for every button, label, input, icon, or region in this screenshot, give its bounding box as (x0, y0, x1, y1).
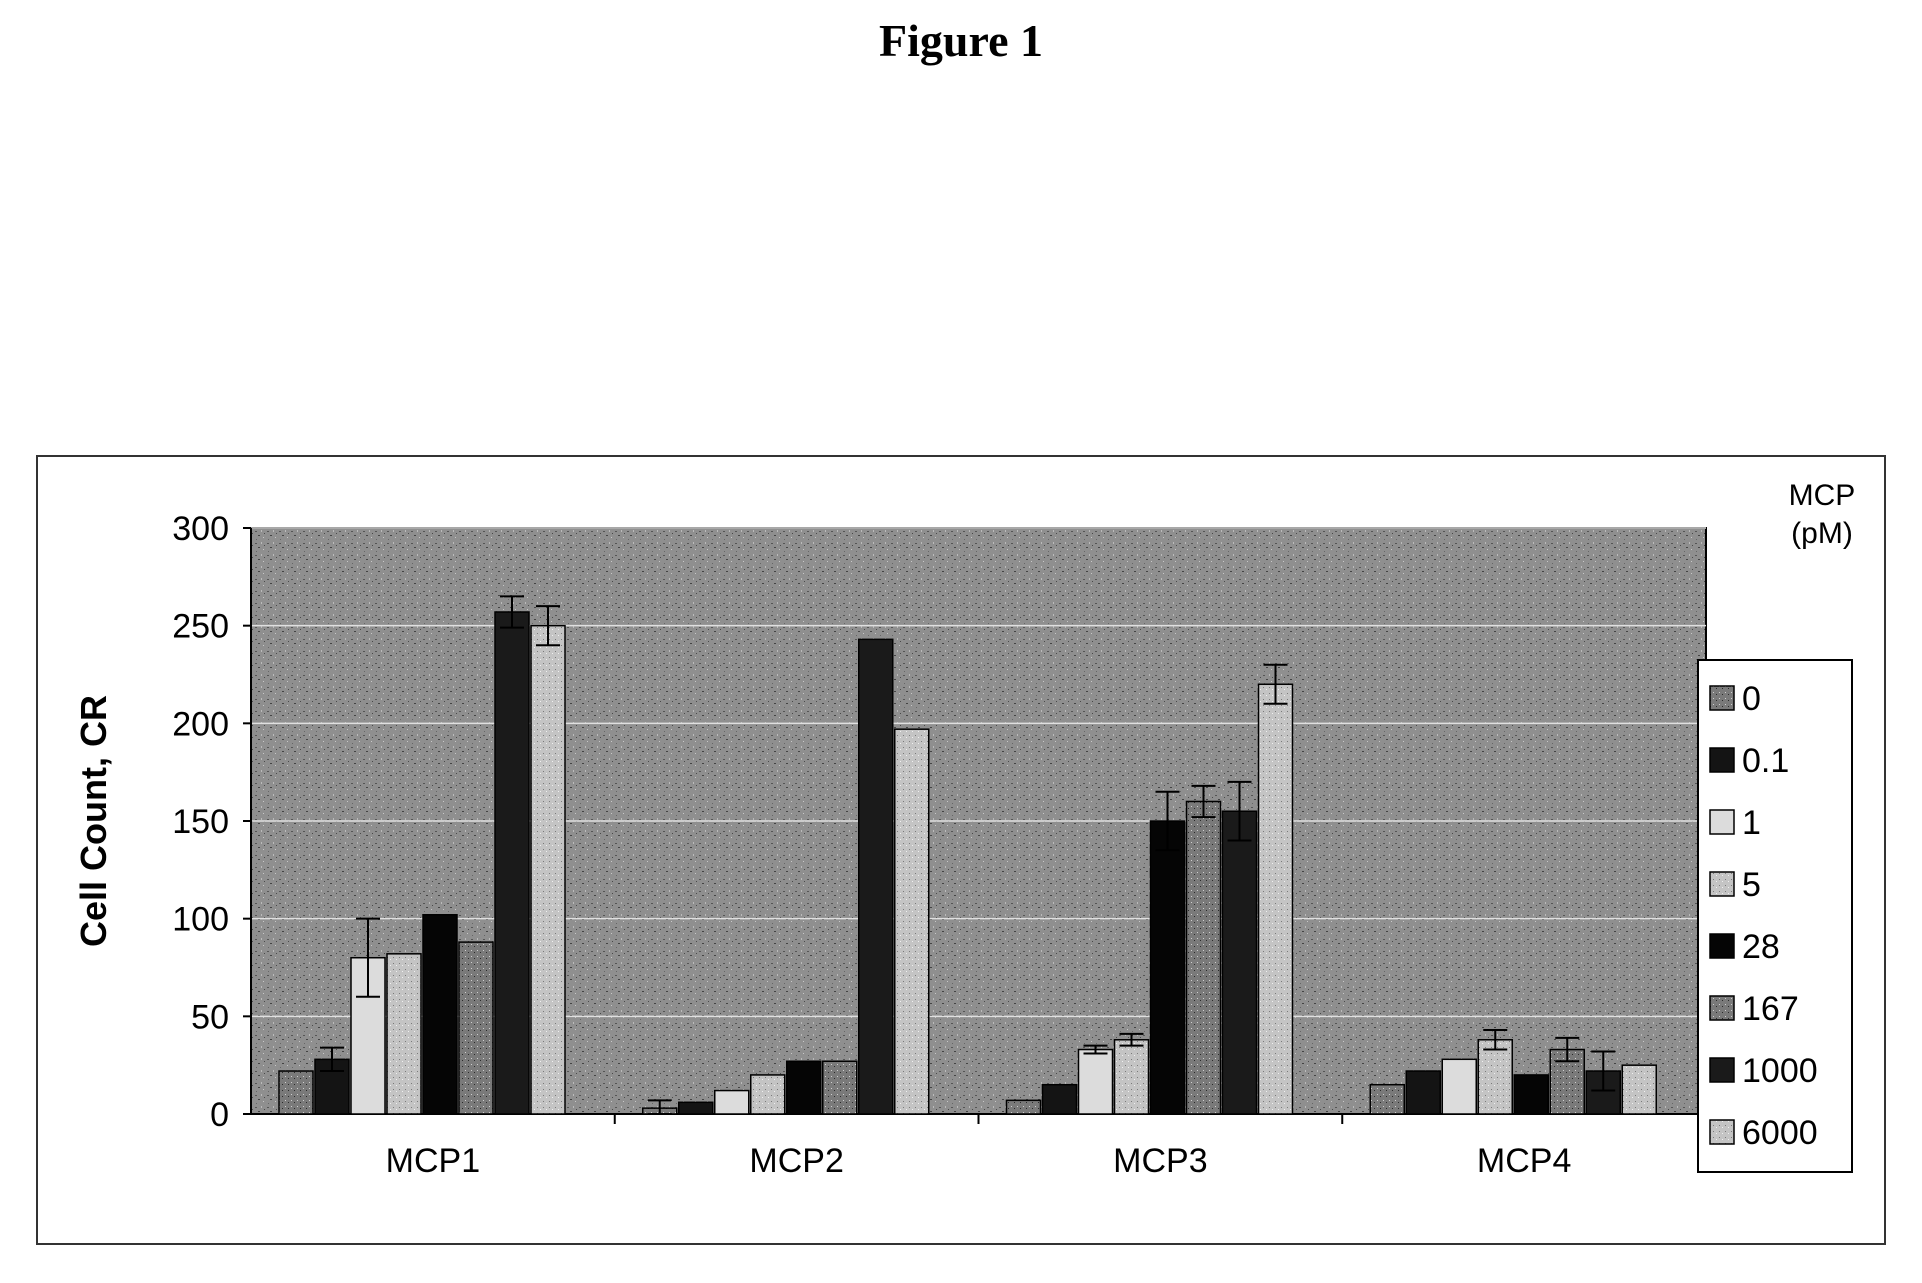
bar-mcp3-1000 (1223, 811, 1257, 1114)
legend-swatch (1710, 996, 1734, 1020)
legend-label: 0 (1742, 680, 1761, 718)
y-tick-label: 200 (172, 705, 229, 743)
bar-mcp2-28 (787, 1061, 821, 1114)
bar-mcp4-0_1 (1406, 1071, 1440, 1114)
legend-swatch (1710, 872, 1734, 896)
legend-title: (pM) (1791, 517, 1853, 550)
y-tick-label: 150 (172, 803, 229, 841)
bar-mcp2-1000 (859, 639, 893, 1114)
bar-mcp2-5 (751, 1075, 785, 1114)
figure-title: Figure 1 (0, 14, 1922, 67)
bar-mcp3-1 (1079, 1050, 1113, 1114)
x-category-label: MCP3 (1113, 1142, 1207, 1180)
bar-mcp1-1000 (495, 612, 529, 1114)
legend (1698, 660, 1852, 1172)
legend-swatch (1710, 748, 1734, 772)
y-tick-label: 250 (172, 608, 229, 646)
bar-mcp2-0_1 (679, 1102, 713, 1114)
bar-mcp3-0 (1007, 1100, 1041, 1114)
legend-swatch (1710, 934, 1734, 958)
legend-swatch (1710, 1058, 1734, 1082)
y-axis-label: Cell Count, CR (73, 695, 114, 947)
bar-mcp3-6000 (1259, 684, 1293, 1114)
legend-label: 28 (1742, 928, 1780, 966)
legend-swatch (1710, 810, 1734, 834)
y-tick-label: 100 (172, 901, 229, 939)
y-tick-label: 300 (172, 510, 229, 548)
legend-label: 1000 (1742, 1052, 1818, 1090)
bar-mcp3-167 (1187, 801, 1221, 1114)
bar-mcp4-5 (1478, 1040, 1512, 1114)
bar-mcp1-28 (423, 915, 457, 1114)
bar-mcp2-1 (715, 1091, 749, 1114)
bar-mcp3-0_1 (1043, 1085, 1077, 1114)
bar-mcp4-28 (1514, 1075, 1548, 1114)
bar-mcp4-1 (1442, 1059, 1476, 1114)
bar-mcp1-167 (459, 942, 493, 1114)
x-category-label: MCP1 (386, 1142, 480, 1180)
legend-label: 5 (1742, 866, 1761, 904)
x-category-label: MCP4 (1477, 1142, 1571, 1180)
legend-label: 6000 (1742, 1114, 1818, 1152)
legend-label: 167 (1742, 990, 1799, 1028)
bar-mcp1-5 (387, 954, 421, 1114)
bar-mcp2-167 (823, 1061, 857, 1114)
y-tick-label: 0 (210, 1096, 229, 1134)
legend-title: MCP (1789, 479, 1856, 512)
bar-mcp1-0 (279, 1071, 313, 1114)
bar-mcp2-6000 (895, 729, 929, 1114)
chart-frame: 050100150200250300Cell Count, CRMCP1MCP2… (36, 455, 1886, 1245)
bar-mcp4-0 (1370, 1085, 1404, 1114)
bar-mcp3-28 (1151, 821, 1185, 1114)
x-category-label: MCP2 (749, 1142, 843, 1180)
legend-label: 1 (1742, 804, 1761, 842)
bar-mcp3-5 (1115, 1040, 1149, 1114)
legend-swatch (1710, 1120, 1734, 1144)
bar-mcp4-6000 (1622, 1065, 1656, 1114)
legend-label: 0.1 (1742, 742, 1789, 780)
y-tick-label: 50 (191, 998, 229, 1036)
bar-mcp1-6000 (531, 626, 565, 1114)
legend-swatch (1710, 686, 1734, 710)
bar-chart: 050100150200250300Cell Count, CRMCP1MCP2… (38, 457, 1884, 1243)
